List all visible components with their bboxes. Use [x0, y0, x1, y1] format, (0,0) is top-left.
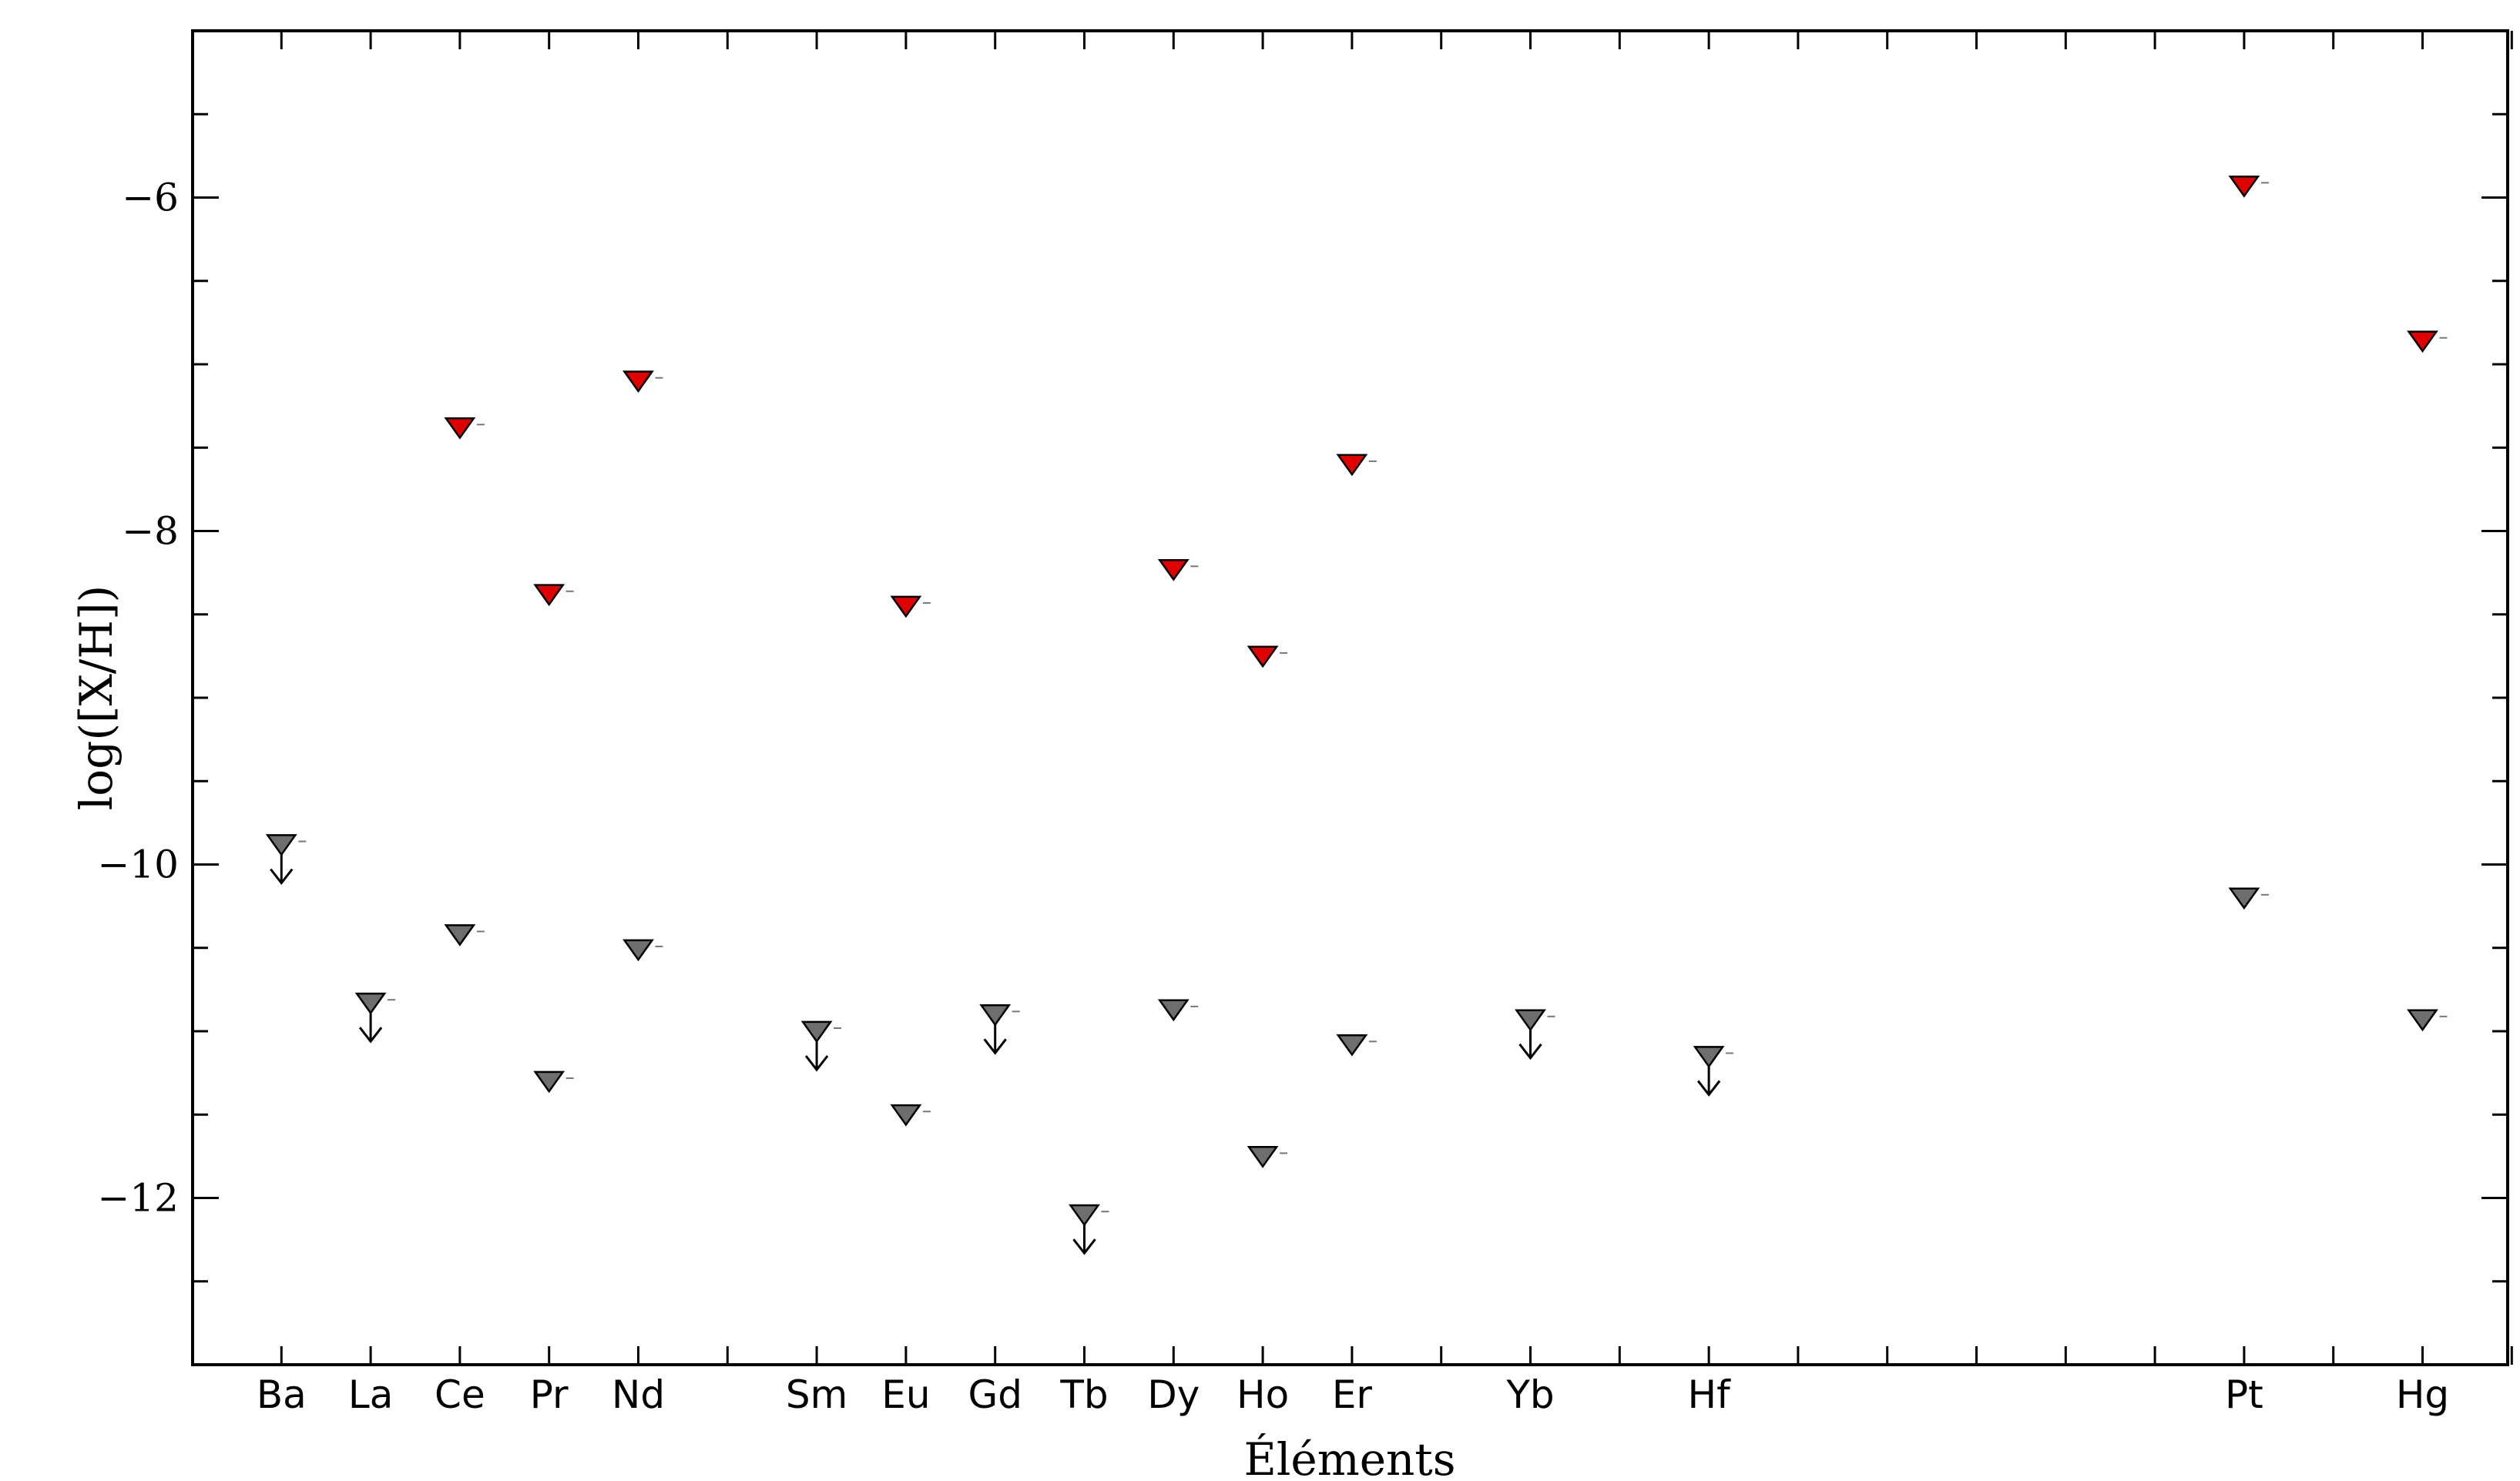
marker-pr-s2	[533, 1071, 565, 1094]
x-tick-label-ba: Ba	[257, 1372, 307, 1417]
x-tick-label-la: La	[348, 1372, 394, 1417]
marker-eu-s1	[890, 595, 922, 618]
tick-labels: −6 −8 −10 −12 Ba La Ce Pr Nd Sm Eu Gd Tb Dy Ho Er Yb Hf Pt…	[97, 176, 2449, 1418]
x-axis-title: Éléments	[1244, 1433, 1456, 1481]
plot-frame	[191, 29, 2509, 1366]
x-tick-label-sm: Sm	[786, 1372, 847, 1417]
marker-nd-s2	[622, 939, 654, 962]
y-tick-label-2: −10	[97, 843, 179, 887]
x-tick-label-yb: Yb	[1505, 1372, 1554, 1417]
x-tick-label-pr: Pr	[530, 1372, 569, 1417]
marker-tb-s2-limit-arrow-head	[1072, 1238, 1096, 1255]
x-tick-label-pt: Pt	[2225, 1372, 2263, 1417]
marker-dy-s1	[1157, 558, 1190, 581]
marker-ho-s1	[1247, 645, 1279, 668]
marker-pt-s2	[2228, 887, 2260, 910]
y-tick-label-1: −8	[122, 509, 179, 554]
marker-yb-s2	[1515, 1009, 1546, 1032]
marker-pr-s1	[533, 584, 565, 607]
y-axis-title: log([X/H])	[70, 585, 122, 811]
y-tick-label-0: −6	[122, 176, 179, 220]
x-tick-label-hg: Hg	[2396, 1372, 2449, 1417]
marker-dy-s2	[1157, 999, 1190, 1022]
marker-ba-s2	[265, 834, 297, 856]
marker-sm-s2	[800, 1020, 833, 1044]
marker-gd-s2-limit-arrow-head	[983, 1038, 1007, 1055]
marker-sm-s2-limit-arrow-head	[804, 1055, 829, 1072]
x-tick-label-ho: Ho	[1237, 1372, 1289, 1417]
marker-er-s1	[1336, 454, 1368, 477]
x-tick-label-hf: Hf	[1687, 1372, 1731, 1417]
marker-ho-s2	[1247, 1146, 1279, 1168]
marker-er-s2	[1336, 1034, 1368, 1057]
marker-ba-s2-limit-arrow-head	[270, 868, 294, 885]
axis-ticks	[193, 31, 2513, 1365]
data-markers	[265, 175, 2448, 1255]
marker-ce-s2	[444, 924, 476, 947]
marker-pt-s1	[2228, 175, 2260, 198]
x-tick-label-eu: Eu	[881, 1372, 930, 1417]
marker-yb-s2-limit-arrow-head	[1518, 1043, 1542, 1060]
marker-tb-s2	[1069, 1204, 1100, 1227]
marker-hg-s2	[2407, 1009, 2438, 1032]
marker-nd-s1	[622, 370, 654, 394]
marker-gd-s2	[979, 1004, 1012, 1027]
y-tick-label-3: −12	[97, 1176, 179, 1221]
x-tick-label-gd: Gd	[968, 1372, 1022, 1417]
x-tick-label-dy: Dy	[1147, 1372, 1200, 1417]
marker-la-s2	[354, 992, 387, 1015]
x-tick-label-er: Er	[1332, 1372, 1373, 1417]
marker-hf-s2	[1693, 1046, 1725, 1068]
marker-eu-s2	[890, 1104, 922, 1127]
marker-hf-s2-limit-arrow-head	[1696, 1080, 1721, 1097]
x-tick-label-nd: Nd	[612, 1372, 665, 1417]
x-tick-label-ce: Ce	[435, 1372, 485, 1417]
x-tick-label-tb: Tb	[1059, 1372, 1108, 1417]
marker-la-s2-limit-arrow-head	[358, 1027, 383, 1044]
marker-hg-s1	[2407, 330, 2438, 353]
marker-ce-s1	[444, 417, 476, 440]
